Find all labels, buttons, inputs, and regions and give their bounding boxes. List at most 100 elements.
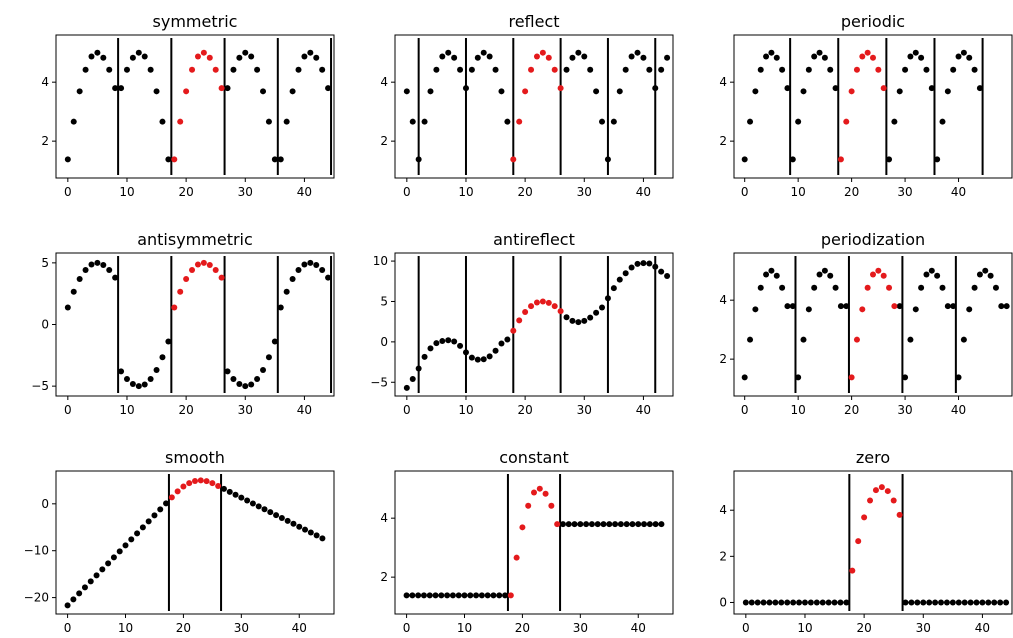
original-point bbox=[539, 49, 546, 56]
original-point bbox=[533, 299, 540, 306]
extended-point bbox=[486, 53, 493, 60]
original-point bbox=[519, 524, 526, 531]
extended-point bbox=[165, 156, 172, 163]
x-tick-label: 20 bbox=[178, 403, 193, 417]
y-tick-label: 4 bbox=[719, 75, 727, 89]
extended-point bbox=[265, 354, 272, 361]
original-point bbox=[880, 272, 887, 279]
extended-point bbox=[747, 336, 754, 343]
extended-point bbox=[468, 66, 475, 73]
x-tick-label: 10 bbox=[458, 185, 473, 199]
extended-point bbox=[490, 592, 497, 599]
extended-point bbox=[70, 118, 77, 125]
extended-point bbox=[907, 336, 914, 343]
extended-point bbox=[811, 284, 818, 291]
extended-point bbox=[652, 521, 659, 528]
y-tick-label: 4 bbox=[41, 75, 49, 89]
extended-point bbox=[307, 529, 314, 536]
extended-point bbox=[122, 542, 129, 549]
panel-antireflect: antireflect 0 10 20 30 40 −5 0 5 10 bbox=[370, 230, 674, 417]
extended-point bbox=[583, 521, 590, 528]
extended-point bbox=[912, 306, 919, 313]
extended-point bbox=[795, 118, 802, 125]
axes-frame bbox=[733, 252, 1013, 397]
x-tick-label: 10 bbox=[458, 403, 473, 417]
extended-point bbox=[94, 49, 101, 56]
extended-point bbox=[658, 66, 665, 73]
extended-point bbox=[604, 156, 611, 163]
extended-point bbox=[616, 276, 623, 283]
extended-point bbox=[88, 53, 95, 60]
panel-constant: constant 0 10 20 30 40 2 4 bbox=[380, 448, 674, 635]
extended-point bbox=[159, 354, 166, 361]
extended-point bbox=[284, 517, 291, 524]
extended-point bbox=[658, 268, 665, 275]
extended-point bbox=[923, 66, 930, 73]
extended-point bbox=[99, 566, 106, 573]
original-point bbox=[557, 85, 564, 92]
extended-point bbox=[779, 66, 786, 73]
extended-point bbox=[64, 156, 71, 163]
extended-point bbox=[599, 118, 606, 125]
original-point bbox=[551, 66, 558, 73]
extended-point bbox=[165, 338, 172, 345]
original-point bbox=[189, 66, 196, 73]
extended-point bbox=[652, 263, 659, 270]
extended-point bbox=[768, 267, 775, 274]
y-tick-label: 4 bbox=[380, 75, 388, 89]
extended-point bbox=[105, 560, 112, 567]
extended-point bbox=[932, 599, 939, 606]
extended-point bbox=[961, 599, 968, 606]
x-tick-label: 40 bbox=[951, 185, 966, 199]
x-tick-label: 20 bbox=[178, 185, 193, 199]
original-point bbox=[859, 306, 866, 313]
y-tick-label: 4 bbox=[719, 293, 727, 307]
extended-point bbox=[110, 554, 117, 561]
extended-point bbox=[433, 66, 440, 73]
extended-point bbox=[277, 156, 284, 163]
extended-point bbox=[289, 276, 296, 283]
extended-point bbox=[260, 366, 267, 373]
extended-point bbox=[795, 374, 802, 381]
extended-point bbox=[754, 599, 761, 606]
extended-point bbox=[635, 521, 642, 528]
extended-point bbox=[94, 259, 101, 266]
original-point bbox=[507, 592, 514, 599]
extended-point bbox=[973, 599, 980, 606]
original-point bbox=[864, 284, 871, 291]
original-point bbox=[525, 502, 532, 509]
extended-point bbox=[255, 503, 262, 510]
extended-point bbox=[768, 49, 775, 56]
original-point bbox=[522, 88, 529, 95]
extended-point bbox=[82, 66, 89, 73]
extended-point bbox=[934, 156, 941, 163]
extended-point bbox=[801, 599, 808, 606]
extended-point bbox=[800, 88, 807, 95]
extended-point bbox=[628, 264, 635, 271]
x-tick-label: 30 bbox=[897, 185, 912, 199]
extended-point bbox=[139, 524, 146, 531]
extended-point bbox=[313, 54, 320, 61]
extended-point bbox=[301, 261, 308, 268]
extended-point bbox=[242, 49, 249, 56]
extended-point bbox=[135, 49, 142, 56]
extended-point bbox=[634, 260, 641, 267]
original-point bbox=[878, 484, 885, 491]
extended-point bbox=[313, 532, 320, 539]
extended-point bbox=[498, 88, 505, 95]
original-point bbox=[849, 567, 856, 574]
extended-point bbox=[112, 85, 119, 92]
extended-point bbox=[827, 272, 834, 279]
original-point bbox=[557, 308, 564, 315]
extended-point bbox=[427, 345, 434, 352]
extended-point bbox=[420, 592, 427, 599]
extended-point bbox=[230, 375, 237, 382]
extended-point bbox=[265, 118, 272, 125]
extended-point bbox=[462, 85, 469, 92]
extended-point bbox=[923, 271, 930, 278]
extended-point bbox=[468, 354, 475, 361]
panel-title: zero bbox=[856, 448, 890, 467]
original-point bbox=[180, 483, 187, 490]
extended-point bbox=[594, 521, 601, 528]
extended-point bbox=[658, 521, 665, 528]
